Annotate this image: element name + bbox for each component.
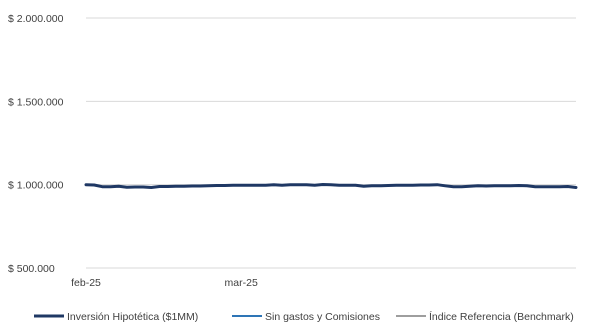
series-lines (84, 183, 578, 189)
y-tick-label: $ 1.500.000 (8, 96, 64, 108)
y-tick-label: $ 1.000.000 (8, 180, 64, 192)
gridlines (86, 17, 576, 269)
x-tick-label: feb-25 (71, 277, 101, 289)
legend-label-0: Inversión Hipotética ($1MM) (67, 311, 198, 322)
x-tick-label: mar-25 (225, 277, 258, 289)
y-tick-label: $ 2.000.000 (8, 13, 64, 25)
y-tick-label: $ 500.000 (8, 263, 55, 275)
legend: Inversión Hipotética ($1MM) Sin gastos y … (34, 310, 574, 322)
legend-label-2: Índice Referencia (Benchmark) (429, 310, 574, 322)
legend-label-1: Sin gastos y Comisiones (265, 311, 380, 322)
x-axis-tick-labels: feb-25 mar-25 (71, 277, 258, 289)
y-axis-tick-labels: $ 500.000 $ 1.000.000 $ 1.500.000 $ 2.000.0… (8, 13, 64, 275)
series-line-0 (84, 183, 578, 189)
